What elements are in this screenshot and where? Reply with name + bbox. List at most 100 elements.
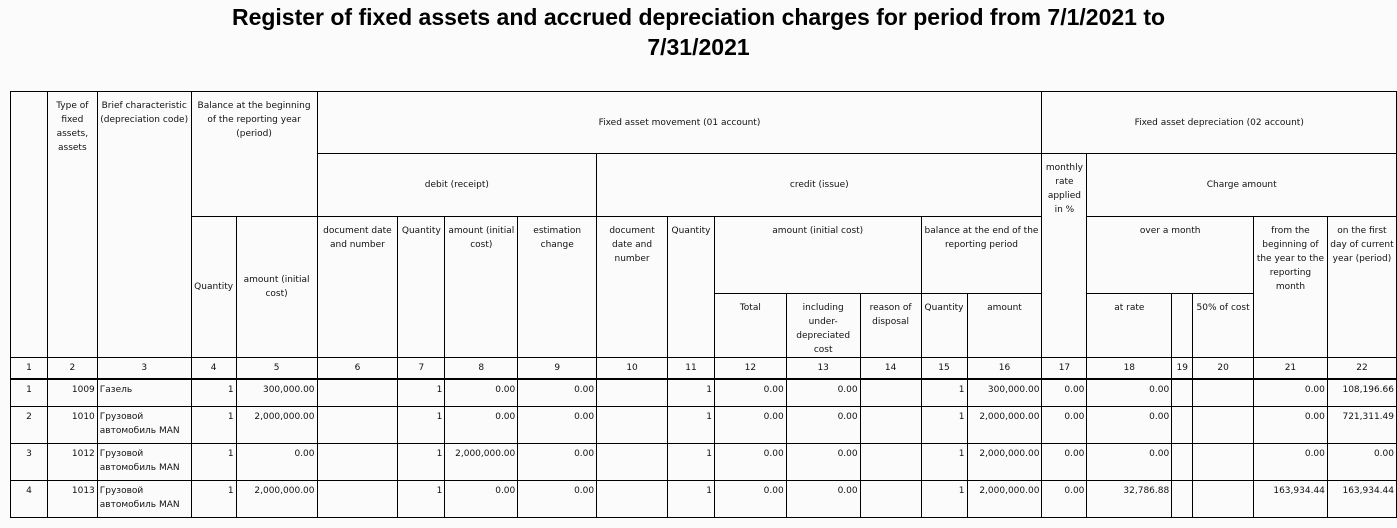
column-number: 2 xyxy=(46,357,98,380)
table-cell: 0.00 xyxy=(713,442,787,481)
col-header-balance-begin: Balance at the beginning of the reportin… xyxy=(190,91,318,217)
col-header-monthly-rate: monthly rate applied in % xyxy=(1041,153,1088,358)
col-header-over-month: over a month xyxy=(1086,216,1254,294)
table-cell xyxy=(859,479,922,518)
col-header-movement: Fixed asset movement (01 account) xyxy=(316,91,1043,154)
table-cell: 0.00 xyxy=(1086,405,1173,444)
column-number: 15 xyxy=(920,357,968,380)
col-header-charge-amount: Charge amount xyxy=(1086,153,1397,217)
table-cell: 0.00 xyxy=(713,378,787,407)
col-header-balance-end: balance at the end of the reporting peri… xyxy=(920,216,1043,294)
col-header-from-beginning: from the beginning of the year to the re… xyxy=(1252,216,1328,358)
col-header-first-day: on the first day of current year (period… xyxy=(1326,216,1397,358)
table-cell xyxy=(1192,378,1254,407)
table-cell: 4 xyxy=(10,479,48,518)
column-number: 22 xyxy=(1326,357,1397,380)
column-number: 6 xyxy=(316,357,399,380)
column-number: 19 xyxy=(1171,357,1194,380)
table-cell: 1 xyxy=(397,378,446,407)
table-cell: 1 xyxy=(667,442,715,481)
table-cell: 0.00 xyxy=(785,378,861,407)
table-cell: 3 xyxy=(10,442,48,481)
table-cell: 0.00 xyxy=(1252,442,1328,481)
table-cell xyxy=(1192,442,1254,481)
table-cell xyxy=(316,479,399,518)
table-row: 4 1013 Грузовой автомобиль MAN 1 2,000,000.0… xyxy=(10,479,1397,518)
table-cell: 1 xyxy=(920,442,968,481)
table-cell: 1 xyxy=(190,378,237,407)
col-header-reason-disposal: reason of disposal xyxy=(859,293,922,358)
column-number: 9 xyxy=(517,357,598,380)
col-header-blank-19 xyxy=(1171,293,1194,358)
table-cell: 1 xyxy=(190,442,237,481)
table-cell xyxy=(1192,479,1254,518)
table-cell: 163,934.44 xyxy=(1326,479,1397,518)
table-row: 1 1009 Газель 1 300,000.00 1 0.00 0.00 1 0.00 0.00… xyxy=(10,378,1397,407)
table-cell: 1 xyxy=(397,479,446,518)
column-number: 7 xyxy=(397,357,446,380)
table-cell: 0.00 xyxy=(517,479,598,518)
table-cell: Грузовой автомобиль MAN xyxy=(96,442,192,481)
col-header-quantity-debit: Quantity xyxy=(397,216,446,358)
table-cell xyxy=(596,442,668,481)
table-cell: 1 xyxy=(920,378,968,407)
col-header-type: Type of fixed assets, assets xyxy=(46,91,98,358)
report-title-line1: Register of fixed assets and accrued dep… xyxy=(231,4,1166,30)
report-title: Register of fixed assets and accrued dep… xyxy=(0,2,1397,62)
fixed-assets-register-table: Type of fixed assets, assets Brief chara… xyxy=(10,91,1397,518)
col-header-quantity: Quantity xyxy=(190,216,237,358)
table-cell xyxy=(596,479,668,518)
table-cell: 0.00 xyxy=(713,405,787,444)
table-cell: 0.00 xyxy=(517,378,598,407)
col-header-doc-date-credit: document date and number xyxy=(596,216,668,358)
col-header-amount-balance: amount (initial cost) xyxy=(235,216,318,358)
table-cell: 0.00 xyxy=(517,442,598,481)
table-cell: 2 xyxy=(10,405,48,444)
table-cell: 0.00 xyxy=(1326,442,1397,481)
table-cell xyxy=(596,378,668,407)
col-header-amount-debit: amount (initial cost) xyxy=(444,216,519,358)
column-number-row: 1 2 3 4 5 6 7 8 9 10 11 12 13 14 15 16 17 18 19 20 21 22 xyxy=(10,357,1397,380)
table-cell: 2,000,000.00 xyxy=(966,479,1043,518)
table-cell: 0.00 xyxy=(713,479,787,518)
table-cell: 1 xyxy=(667,378,715,407)
col-header-quantity-end: Quantity xyxy=(920,293,968,358)
table-cell: 1 xyxy=(397,405,446,444)
column-number: 4 xyxy=(190,357,237,380)
column-number: 10 xyxy=(596,357,668,380)
col-header-at-rate: at rate xyxy=(1086,293,1173,358)
table-cell: 1 xyxy=(190,405,237,444)
column-number: 16 xyxy=(966,357,1043,380)
table-cell xyxy=(1171,378,1194,407)
table-cell xyxy=(316,405,399,444)
table-cell: 1 xyxy=(667,479,715,518)
col-header-depreciation: Fixed asset depreciation (02 account) xyxy=(1041,91,1397,154)
table-cell: 0.00 xyxy=(1086,378,1173,407)
table-cell: 2,000,000.00 xyxy=(235,405,318,444)
table-cell: 0.00 xyxy=(1041,405,1088,444)
column-number: 13 xyxy=(785,357,861,380)
col-header-credit: credit (issue) xyxy=(596,153,1043,217)
table-cell: 2,000,000.00 xyxy=(966,442,1043,481)
table-cell xyxy=(859,378,922,407)
table-cell: 2,000,000.00 xyxy=(444,442,519,481)
table-cell: 1 xyxy=(920,479,968,518)
column-number: 21 xyxy=(1252,357,1328,380)
col-header-quantity-credit: Quantity xyxy=(667,216,715,358)
col-header-brief: Brief characteristic (depreciation code) xyxy=(96,91,192,358)
table-cell: 0.00 xyxy=(1252,405,1328,444)
column-number: 5 xyxy=(235,357,318,380)
report-title-line2: 7/31/2021 xyxy=(647,34,750,60)
table-cell: Газель xyxy=(96,378,192,407)
table-cell xyxy=(859,442,922,481)
table-cell: 1 xyxy=(190,479,237,518)
table-cell: Грузовой автомобиль MAN xyxy=(96,479,192,518)
column-number: 17 xyxy=(1041,357,1088,380)
table-cell: 0.00 xyxy=(444,405,519,444)
table-cell: 0.00 xyxy=(785,479,861,518)
col-header-amount-credit: amount (initial cost) xyxy=(713,216,922,294)
col-header-blank xyxy=(10,91,48,358)
table-cell: 0.00 xyxy=(1041,378,1088,407)
column-number: 11 xyxy=(667,357,715,380)
table-cell: 1 xyxy=(10,378,48,407)
